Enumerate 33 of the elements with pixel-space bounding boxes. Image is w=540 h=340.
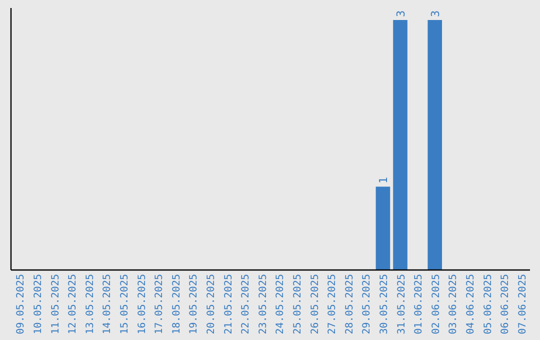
x-tick-label: 11.05.2025 — [50, 274, 62, 334]
data-label: 3 — [394, 10, 408, 17]
x-tick-label: 14.05.2025 — [102, 274, 114, 334]
data-label: 1 — [376, 177, 390, 184]
x-tick-label: 15.05.2025 — [119, 274, 130, 334]
x-tick-label: 02.06.2025 — [430, 274, 442, 334]
x-tick-label: 19.05.2025 — [188, 274, 200, 334]
data-label: 3 — [428, 10, 442, 17]
x-tick-label: 04.06.2025 — [465, 274, 476, 334]
x-tick-label: 28.05.2025 — [344, 274, 356, 334]
x-tick-label: 05.06.2025 — [482, 274, 494, 334]
x-tick-label: 22.05.2025 — [240, 274, 252, 334]
x-tick-label: 10.05.2025 — [32, 274, 44, 334]
x-tick-label: 03.06.2025 — [448, 274, 460, 334]
x-tick-label: 16.05.2025 — [136, 274, 148, 334]
x-tick-label: 25.05.2025 — [292, 274, 304, 334]
x-tick-label: 18.05.2025 — [171, 274, 182, 334]
x-tick-label: 30.05.2025 — [378, 274, 390, 334]
x-tick-label: 21.05.2025 — [223, 274, 234, 334]
x-tick-label: 12.05.2025 — [68, 274, 79, 334]
x-tick-label: 17.05.2025 — [154, 274, 166, 334]
x-tick-label: 23.05.2025 — [258, 274, 269, 334]
x-tick-label: 06.06.2025 — [500, 274, 512, 334]
x-tick-label: 07.06.2025 — [517, 274, 528, 334]
x-tick-label: 20.05.2025 — [206, 274, 217, 334]
x-tick-label: 13.05.2025 — [84, 274, 96, 334]
x-tick-label: 31.05.2025 — [396, 274, 408, 334]
x-tick-label: 09.05.2025 — [16, 274, 27, 334]
x-tick-label: 26.05.2025 — [310, 274, 321, 334]
x-tick-label: 29.05.2025 — [362, 274, 373, 334]
x-tick-label: 01.06.2025 — [414, 274, 425, 334]
x-tick-label: 27.05.2025 — [327, 274, 338, 334]
x-tick-label: 24.05.2025 — [275, 274, 286, 334]
